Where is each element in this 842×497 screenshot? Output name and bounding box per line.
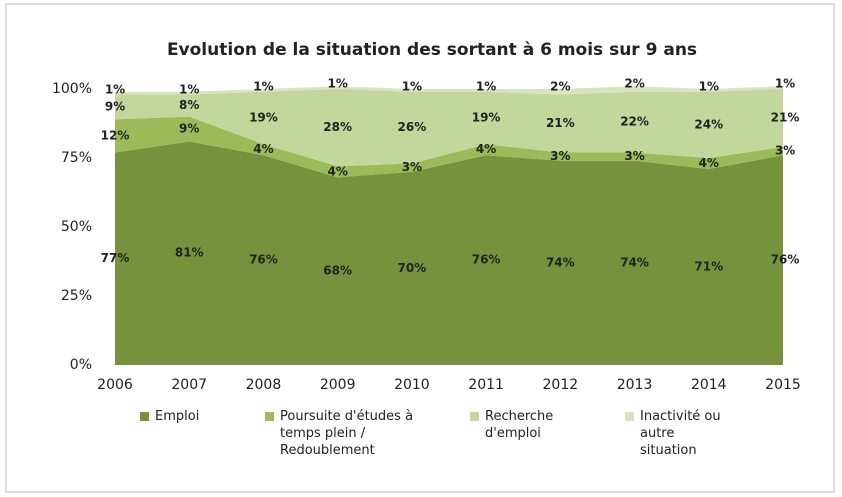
data-label: 76%	[771, 253, 800, 267]
legend-label: Inactivité ou autre situation	[640, 409, 721, 458]
legend-label: Recherche d'emploi	[485, 409, 554, 441]
data-label: 22%	[620, 115, 649, 129]
area	[115, 86, 783, 95]
x-tick-label: 2013	[617, 377, 653, 393]
x-tick-label: 2006	[97, 377, 133, 393]
legend-swatch	[470, 412, 479, 421]
data-label: 77%	[101, 251, 130, 265]
legend-swatch	[265, 412, 274, 421]
data-label: 71%	[694, 260, 723, 274]
data-label: 1%	[775, 77, 795, 91]
chart-title: Evolution de la situation des sortant à …	[167, 40, 697, 60]
data-label: 9%	[105, 99, 125, 113]
y-tick-label: 0%	[70, 357, 92, 373]
data-label: 2%	[624, 77, 644, 91]
data-label: 28%	[323, 120, 352, 134]
data-label: 9%	[179, 122, 199, 136]
data-label: 1%	[327, 77, 347, 91]
data-label: 1%	[402, 80, 422, 94]
data-label: 74%	[546, 255, 575, 269]
legend-item: Inactivité ou autre situation	[625, 408, 735, 459]
y-tick-label: 50%	[61, 219, 92, 235]
legend-item: Recherche d'emploi	[470, 408, 580, 442]
y-tick-label: 75%	[61, 150, 92, 166]
data-label: 19%	[472, 110, 501, 124]
data-label: 3%	[775, 144, 795, 158]
data-label: 76%	[249, 253, 278, 267]
legend-swatch	[625, 412, 634, 421]
data-label: 3%	[550, 149, 570, 163]
data-label: 4%	[327, 164, 347, 178]
data-label: 1%	[699, 80, 719, 94]
data-label: 19%	[249, 110, 278, 124]
legend-item: Emploi	[140, 408, 230, 425]
x-tick-label: 2008	[246, 377, 282, 393]
data-label: 21%	[546, 116, 575, 130]
y-tick-label: 100%	[52, 81, 92, 97]
x-tick-label: 2012	[543, 377, 579, 393]
data-label: 68%	[323, 264, 352, 278]
area	[115, 141, 783, 365]
data-label: 4%	[253, 142, 273, 156]
data-label: 2%	[550, 80, 570, 94]
x-tick-label: 2015	[765, 377, 801, 393]
data-label: 76%	[472, 253, 501, 267]
data-label: 74%	[620, 255, 649, 269]
data-label: 8%	[179, 98, 199, 112]
data-label: 1%	[253, 80, 273, 94]
data-label: 70%	[398, 261, 427, 275]
data-label: 3%	[402, 160, 422, 174]
data-label: 12%	[101, 128, 130, 142]
data-label: 4%	[699, 156, 719, 170]
y-tick-label: 25%	[61, 288, 92, 304]
data-label: 4%	[476, 142, 496, 156]
x-tick-label: 2010	[394, 377, 430, 393]
legend-swatch	[140, 412, 149, 421]
data-label: 1%	[476, 80, 496, 94]
x-tick-label: 2011	[468, 377, 504, 393]
area	[115, 116, 783, 178]
area	[115, 89, 783, 167]
data-label: 26%	[398, 120, 427, 134]
data-label: 1%	[179, 82, 199, 96]
legend-label: Poursuite d'études à temps plein / Redou…	[280, 409, 414, 458]
x-tick-label: 2007	[171, 377, 207, 393]
legend-label: Emploi	[155, 409, 200, 424]
x-tick-label: 2009	[320, 377, 356, 393]
data-label: 81%	[175, 246, 204, 260]
data-label: 21%	[771, 110, 800, 124]
data-label: 24%	[694, 117, 723, 131]
x-tick-label: 2014	[691, 377, 727, 393]
data-label: 1%	[105, 82, 125, 96]
legend-item: Poursuite d'études à temps plein / Redou…	[265, 408, 445, 459]
data-label: 3%	[624, 149, 644, 163]
